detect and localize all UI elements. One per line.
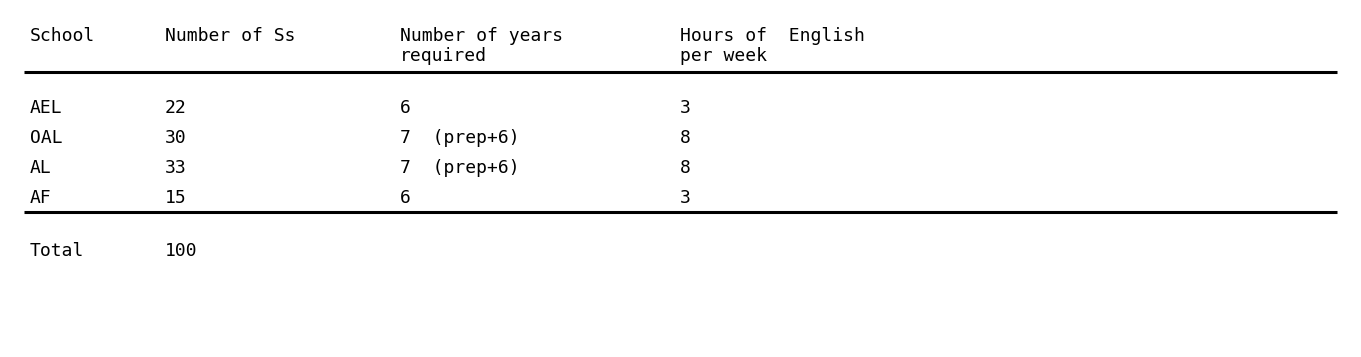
Text: 6: 6	[400, 189, 411, 207]
Text: 33: 33	[165, 159, 186, 177]
Text: AEL: AEL	[30, 99, 63, 117]
Text: 7  (prep+6): 7 (prep+6)	[400, 159, 520, 177]
Text: per week: per week	[680, 47, 768, 65]
Text: 22: 22	[165, 99, 186, 117]
Text: 3: 3	[680, 189, 691, 207]
Text: Total: Total	[30, 242, 84, 260]
Text: OAL: OAL	[30, 129, 63, 147]
Text: Number of years: Number of years	[400, 27, 563, 45]
Text: 7  (prep+6): 7 (prep+6)	[400, 129, 520, 147]
Text: 3: 3	[680, 99, 691, 117]
Text: AL: AL	[30, 159, 52, 177]
Text: 30: 30	[165, 129, 186, 147]
Text: 100: 100	[165, 242, 197, 260]
Text: AF: AF	[30, 189, 52, 207]
Text: 6: 6	[400, 99, 411, 117]
Text: Number of Ss: Number of Ss	[165, 27, 295, 45]
Text: 8: 8	[680, 159, 691, 177]
Text: 8: 8	[680, 129, 691, 147]
Text: School: School	[30, 27, 95, 45]
Text: Hours of  English: Hours of English	[680, 27, 864, 45]
Text: 15: 15	[165, 189, 186, 207]
Text: required: required	[400, 47, 487, 65]
